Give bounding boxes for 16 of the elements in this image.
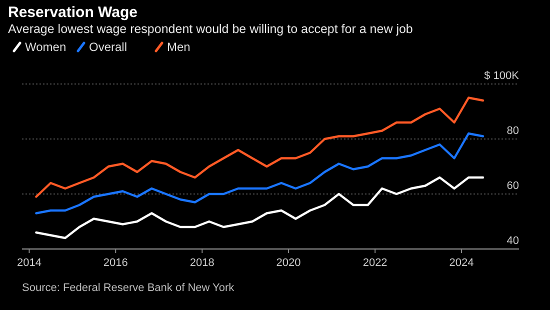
y-tick-label: 60 xyxy=(506,180,519,192)
chart-title: Reservation Wage xyxy=(8,4,138,21)
legend-label: Men xyxy=(167,40,190,54)
chart-subtitle: Average lowest wage respondent would be willing to accept for a new job xyxy=(8,22,413,36)
x-tick-label: 2022 xyxy=(362,257,388,269)
legend-label: Overall xyxy=(89,40,128,54)
legend-label: Women xyxy=(25,40,66,54)
source-note: Source: Federal Reserve Bank of New York xyxy=(22,282,235,294)
y-tick-label: $ 100K xyxy=(484,70,520,82)
y-tick-label: 40 xyxy=(506,235,519,247)
x-tick-label: 2018 xyxy=(190,257,214,269)
x-tick-label: 2016 xyxy=(103,257,128,269)
x-tick-label: 2024 xyxy=(449,257,474,269)
x-tick-label: 2020 xyxy=(276,257,301,269)
y-tick-label: 80 xyxy=(506,125,519,137)
x-tick-label: 2014 xyxy=(16,257,42,269)
